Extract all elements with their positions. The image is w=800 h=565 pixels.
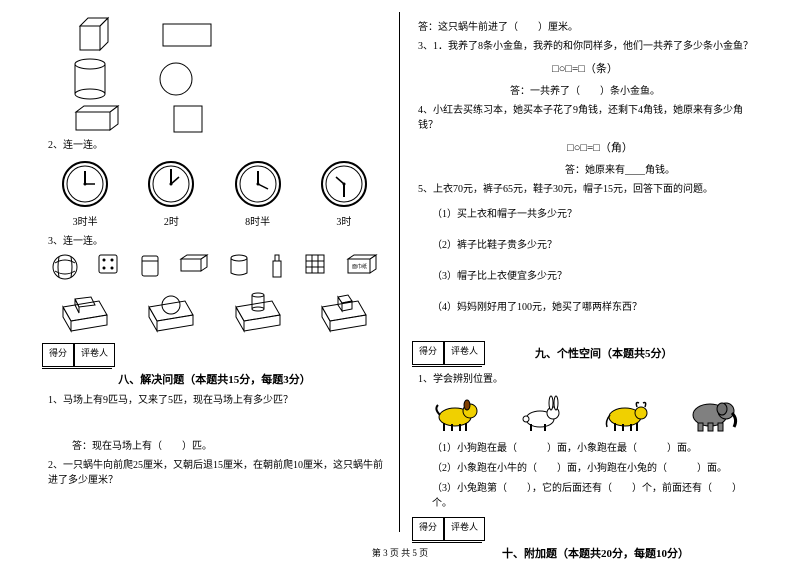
bottle-icon <box>268 253 286 279</box>
items-row: 面巾纸 <box>42 253 387 281</box>
score-label-10: 得分 <box>412 517 444 541</box>
problem-3-formula: □○□=□（条） <box>412 60 758 76</box>
clocks-row: 3时半 2时 8时半 <box>42 159 387 228</box>
left-column: 2、连一连。 3时半 <box>30 12 400 532</box>
rectangle-icon <box>162 23 212 47</box>
problem-5-1: （1）买上衣和帽子一共多少元？ <box>432 205 758 220</box>
tray-cuboid-icon <box>55 287 115 337</box>
score-underline <box>42 368 112 369</box>
score-label-9: 得分 <box>412 341 444 365</box>
ball-icon <box>51 253 79 281</box>
clock-2: 2时 <box>146 159 196 228</box>
jar-icon <box>228 253 250 277</box>
tray-sphere-icon <box>141 287 201 337</box>
q2-label: 2、连一连。 <box>48 138 387 153</box>
problem-5-2: （2）裤子比鞋子贵多少元？ <box>432 236 758 251</box>
section8-title: 八、解决问题（本题共15分，每题3分） <box>42 371 387 387</box>
clock-icon-4 <box>319 159 369 209</box>
clock-label-3: 8时半 <box>233 213 283 228</box>
problem-4-answer: 答：她原来有____角钱。 <box>482 161 758 176</box>
problem-3: 3、1．我养了8条小金鱼，我养的和你同样多，他们一共养了多少条小金鱼？ <box>418 39 758 54</box>
tray-cube-icon <box>314 287 374 337</box>
score-underline-9 <box>412 366 482 367</box>
clock-icon-1 <box>60 159 110 209</box>
q9-sub1: （1）小狗跑在最（ ）面，小象跑在最（ ）面。 <box>432 441 758 456</box>
q9-sub2: （2）小象跑在小牛的（ ）面，小狗跑在小兔的（ ）面。 <box>432 461 758 476</box>
cube-icon <box>72 16 112 54</box>
clock-label-1: 3时半 <box>60 213 110 228</box>
circle-icon <box>158 61 194 97</box>
right-column: 答：这只蜗牛前进了（ ）厘米。 3、1．我养了8条小金鱼，我养的和你同样多，他们… <box>400 12 770 532</box>
problem-3-answer: 答：一共养了（ ）条小金鱼。 <box>412 82 758 97</box>
problem-1: 1、马场上有9匹马，又来了5匹，现在马场上有多少匹？ <box>48 393 387 408</box>
q9-sub3: （3）小兔跑第（ ），它的后面还有（ ）个，前面还有（ ）个。 <box>432 481 758 511</box>
trays-row <box>42 287 387 337</box>
can-icon <box>139 253 161 279</box>
score-box-9: 得分 评卷人 九、个性空间（本题共5分） <box>412 341 758 365</box>
cow-icon <box>601 395 651 433</box>
problem-2: 2、一只蜗牛向前爬25厘米，又朝后退15厘米，在朝前爬10厘米，这只蜗牛前进了多… <box>48 458 387 488</box>
page-footer: 第 3 页 共 5 页 <box>0 546 800 559</box>
problem-4-formula: □○□=□（角） <box>412 139 758 155</box>
tissue-box-icon: 面巾纸 <box>346 253 378 275</box>
cylinder-icon <box>72 58 108 100</box>
rubik-icon <box>304 253 328 277</box>
problem-5-4: （4）妈妈刚好用了100元，她买了哪两样东西？ <box>432 298 758 313</box>
grader-label: 评卷人 <box>74 343 115 367</box>
score-underline-10 <box>412 542 482 543</box>
clock-3: 8时半 <box>233 159 283 228</box>
problem-2-answer: 答：这只蜗牛前进了（ ）厘米。 <box>418 18 758 33</box>
svg-text:面巾纸: 面巾纸 <box>352 263 367 270</box>
animals-row <box>412 395 758 433</box>
shape-row-1 <box>72 16 387 54</box>
tray-cylinder-icon <box>228 287 288 337</box>
rabbit-icon <box>515 395 565 433</box>
elephant-icon <box>686 395 740 433</box>
grader-label-10: 评卷人 <box>444 517 485 541</box>
score-label: 得分 <box>42 343 74 367</box>
square-icon <box>172 104 206 134</box>
cuboid-icon <box>72 104 122 134</box>
problem-1-answer: 答：现在马场上有（ ）匹。 <box>72 437 387 452</box>
shape-row-2 <box>72 58 387 100</box>
clock-1: 3时半 <box>60 159 110 228</box>
score-box-10: 得分 评卷人 <box>412 517 758 541</box>
q3-label: 3、连一连。 <box>48 234 387 249</box>
problem-4: 4、小红去买练习本，她买本子花了9角钱，还剩下4角钱，她原来有多少角钱？ <box>418 103 758 133</box>
problem-5: 5、上衣70元，裤子65元，鞋子30元，帽子15元，回答下面的问题。 <box>418 182 758 197</box>
score-box-8: 得分 评卷人 <box>42 343 387 367</box>
shape-row-3 <box>72 104 387 134</box>
clock-icon-2 <box>146 159 196 209</box>
clock-label-2: 2时 <box>146 213 196 228</box>
problem-5-3: （3）帽子比上衣便宜多少元？ <box>432 267 758 282</box>
grader-label-9: 评卷人 <box>444 341 485 365</box>
book-icon <box>179 253 209 273</box>
clock-label-4: 3时 <box>319 213 369 228</box>
q9-1: 1、学会辨别位置。 <box>418 372 758 387</box>
clock-4: 3时 <box>319 159 369 228</box>
clock-icon-3 <box>233 159 283 209</box>
dice-icon <box>97 253 121 277</box>
section9-title: 九、个性空间（本题共5分） <box>535 345 673 361</box>
dog-icon <box>430 395 480 433</box>
